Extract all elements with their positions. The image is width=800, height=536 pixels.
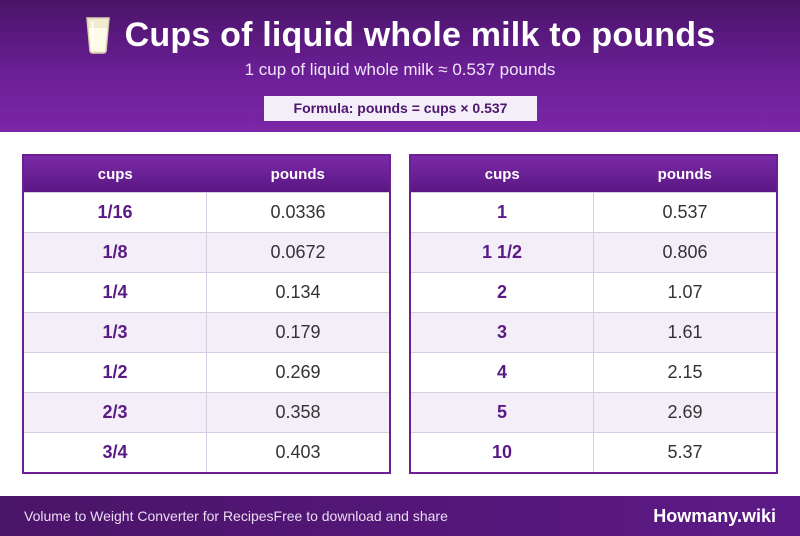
table-row: 2/3 0.358 — [23, 392, 390, 433]
table-row: 4 2.15 — [410, 352, 777, 393]
formula-box: Formula: pounds = cups × 0.537 — [264, 96, 537, 121]
cups-cell: 3/4 — [23, 432, 207, 473]
pounds-cell: 0.179 — [206, 312, 390, 353]
table-row: 10 5.37 — [410, 432, 777, 473]
page-subtitle: 1 cup of liquid whole milk ≈ 0.537 pound… — [244, 60, 556, 79]
pounds-cell: 1.07 — [593, 272, 777, 313]
table-row: 2 1.07 — [410, 272, 777, 313]
column-header-pounds: pounds — [593, 155, 777, 193]
cups-cell: 5 — [410, 392, 594, 433]
cups-cell: 1 — [410, 192, 594, 233]
cups-cell: 1/2 — [23, 352, 207, 393]
table-row: 3 1.61 — [410, 312, 777, 353]
milk-glass-icon — [85, 17, 110, 54]
footer-converter-text: Volume to Weight Converter for Recipes — [24, 508, 274, 524]
pounds-cell: 0.403 — [206, 432, 390, 473]
cups-cell: 2 — [410, 272, 594, 313]
footer-tagline: Volume to Weight Converter for RecipesFr… — [24, 496, 448, 536]
pounds-cell: 2.69 — [593, 392, 777, 433]
pounds-cell: 5.37 — [593, 432, 777, 473]
table-row: 1/2 0.269 — [23, 352, 390, 393]
cups-cell: 10 — [410, 432, 594, 473]
cups-cell: 2/3 — [23, 392, 207, 433]
pounds-cell: 0.358 — [206, 392, 390, 433]
table-row: 1 0.537 — [410, 192, 777, 233]
table-header-row: cups pounds — [23, 155, 390, 193]
table-row: 3/4 0.403 — [23, 432, 390, 473]
cups-cell: 4 — [410, 352, 594, 393]
table-row: 1/4 0.134 — [23, 272, 390, 313]
column-header-pounds: pounds — [206, 155, 390, 193]
column-header-cups: cups — [410, 155, 594, 193]
table-row: 1 1/2 0.806 — [410, 232, 777, 273]
cups-cell: 3 — [410, 312, 594, 353]
title-row: Cups of liquid whole milk to pounds — [0, 12, 800, 58]
table-row: 1/16 0.0336 — [23, 192, 390, 233]
cups-cell: 1/8 — [23, 232, 207, 273]
cups-cell: 1 1/2 — [410, 232, 594, 273]
header-banner: Cups of liquid whole milk to pounds 1 cu… — [0, 0, 800, 132]
table-row: 1/8 0.0672 — [23, 232, 390, 273]
pounds-cell: 0.0336 — [206, 192, 390, 233]
table-row: 1/3 0.179 — [23, 312, 390, 353]
table-row: 5 2.69 — [410, 392, 777, 433]
conversion-table-right: cups pounds 1 0.537 1 1/2 0.806 2 1.07 3 1.6… — [409, 154, 778, 474]
table-header-row: cups pounds — [410, 155, 777, 193]
cups-cell: 1/16 — [23, 192, 207, 233]
pounds-cell: 0.269 — [206, 352, 390, 393]
pounds-cell: 0.537 — [593, 192, 777, 233]
pounds-cell: 0.0672 — [206, 232, 390, 273]
pounds-cell: 2.15 — [593, 352, 777, 393]
page-title: Cups of liquid whole milk to pounds — [124, 15, 716, 54]
cups-cell: 1/3 — [23, 312, 207, 353]
footer-bar: Volume to Weight Converter for RecipesFr… — [0, 496, 800, 536]
cups-cell: 1/4 — [23, 272, 207, 313]
footer-brand[interactable]: Howmany.wiki — [653, 506, 776, 526]
pounds-cell: 0.134 — [206, 272, 390, 313]
footer-share-text: Free to download and share — [273, 508, 448, 524]
conversion-table-left: cups pounds 1/16 0.0336 1/8 0.0672 1/4 0.13… — [22, 154, 391, 474]
pounds-cell: 0.806 — [593, 232, 777, 273]
pounds-cell: 1.61 — [593, 312, 777, 353]
column-header-cups: cups — [23, 155, 207, 193]
